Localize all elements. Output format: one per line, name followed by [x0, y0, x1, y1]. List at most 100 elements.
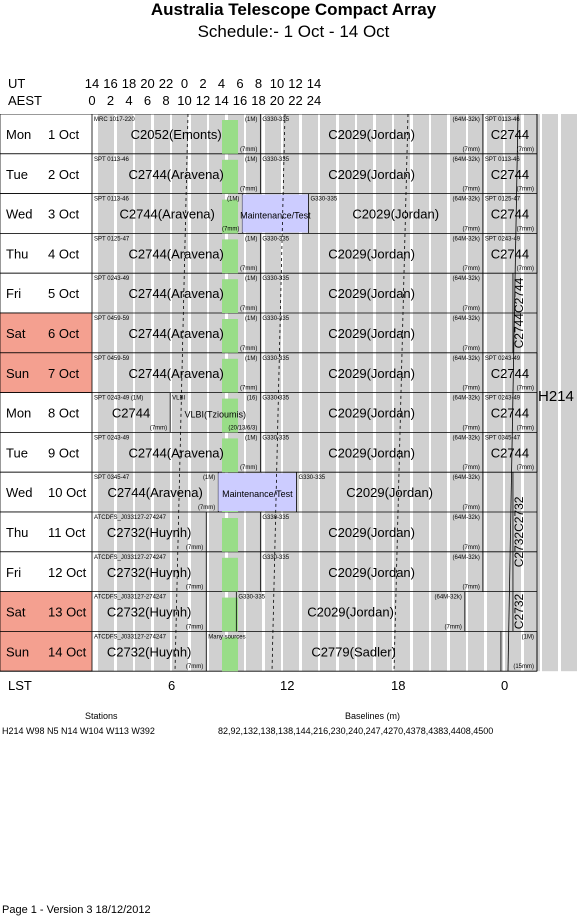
project-label: C2029(Jordan) — [328, 326, 415, 341]
ut-tick: 14 — [84, 76, 100, 91]
config-tag: (64M-32k) — [453, 396, 480, 402]
ut-tick: 12 — [288, 76, 303, 91]
green-block — [222, 398, 238, 433]
day-date: 9 Oct — [48, 445, 79, 460]
aest-tick: 10 — [177, 93, 192, 108]
page-title: Australia Telescope Compact Array — [150, 0, 437, 19]
source-label: SPT 0113-46 — [485, 117, 520, 123]
band-tag: (7mm) — [463, 545, 480, 551]
page-subtitle: Schedule:- 1 Oct - 14 Oct — [197, 22, 390, 41]
source-label: MRC 1017-220 — [94, 117, 135, 123]
aest-tick: 20 — [269, 93, 285, 108]
band-tag: (15mm) — [513, 664, 534, 670]
band-tag: (7mm) — [240, 306, 257, 312]
day-name: Sun — [6, 366, 29, 381]
project-label: C2744(Aravena) — [119, 207, 214, 222]
project-label: C2744(Aravena) — [128, 366, 223, 381]
config-tag: (1M) — [245, 236, 257, 242]
band-tag: (7mm) — [463, 266, 480, 272]
band-tag: (7mm) — [463, 346, 480, 352]
green-block — [222, 557, 238, 592]
band-tag: (7mm) — [463, 147, 480, 153]
source-label: G330-335 — [262, 515, 289, 521]
source-label: Many sources — [208, 634, 245, 640]
ut-label: UT — [8, 76, 26, 91]
band-tag: (7mm) — [517, 425, 534, 431]
project-label: C2732(Huynh) — [107, 605, 192, 620]
maintenance-block — [218, 473, 297, 511]
lst-line — [174, 114, 189, 672]
aest-tick: 2 — [106, 93, 115, 108]
baselines-value: 82,92,132,138,138,144,216,230,240,247,42… — [218, 726, 494, 736]
config-tag: (1M) — [245, 157, 257, 163]
config-tag: (64M-32k) — [453, 197, 480, 203]
config-tag: (1M) — [227, 197, 239, 203]
day-cell — [0, 431, 93, 473]
source-label: ATCDFS_J033127-274247 — [94, 595, 167, 601]
green-block — [222, 239, 238, 274]
source-label: SPT 0459-59 — [94, 356, 130, 362]
source-label: SPT 0243-49 — [94, 435, 130, 441]
source-label: G330-335 — [262, 276, 289, 282]
project-label: C2732(Huynh) — [107, 644, 192, 659]
project-label: C2744 — [491, 167, 529, 182]
ut-tick: 18 — [121, 76, 137, 91]
project-label: C2029(Jordan) — [346, 485, 433, 500]
day-name: Sun — [6, 644, 29, 659]
source-label: SPT 0113-46 — [485, 157, 520, 163]
schedule-grid: Mon 1 Oct Tue 2 Oct Wed 3 Oct Thu 4 Oct Fri 5 Oct… — [0, 114, 577, 672]
project-label: C2029(Jordan) — [328, 525, 415, 540]
green-block — [222, 319, 238, 353]
project-label: C2029(Jordan) — [328, 445, 415, 460]
source-label: SPT 0243-49 — [94, 276, 130, 282]
band-tag: (7mm) — [463, 226, 480, 232]
ut-tick: 8 — [254, 76, 263, 91]
aest-tick: 12 — [195, 93, 211, 108]
config-tag: (64M-32k) — [453, 157, 480, 163]
project-label: C2744 — [491, 127, 529, 142]
project-label: C2744(Aravena) — [128, 326, 223, 341]
day-date: 12 Oct — [48, 565, 87, 580]
day-name: Tue — [6, 167, 28, 182]
band-tag: (7mm) — [463, 585, 480, 591]
day-name: Fri — [6, 565, 21, 580]
day-name: Thu — [6, 525, 28, 540]
config-tag: (16) — [247, 396, 258, 402]
time-stripe — [542, 114, 558, 672]
config-tag: (64M-32k) — [453, 316, 480, 322]
stations-label: Stations — [85, 711, 118, 721]
config-tag: (64M-32k) — [453, 555, 480, 561]
band-tag: (7mm) — [444, 624, 461, 630]
source-label: SPT 0113-46 — [94, 197, 129, 203]
day-cell — [0, 591, 93, 632]
day-name: Wed — [6, 485, 33, 500]
project-label: C2744(Aravena) — [128, 167, 223, 182]
band-tag: (7mm) — [186, 664, 203, 670]
band-tag: (7mm) — [240, 147, 257, 153]
ut-tick: 14 — [306, 76, 322, 91]
day-date: 6 Oct — [48, 326, 79, 341]
day-name: Tue — [6, 445, 28, 460]
config-tag: (64M-32k) — [453, 356, 480, 362]
band-tag: (7mm) — [463, 465, 480, 471]
project-label: C2744(Aravena) — [128, 246, 223, 261]
source-label: SPT 0345-47 — [485, 435, 521, 441]
lst-line — [393, 114, 409, 672]
source-label: G330-335 — [262, 316, 289, 322]
config-tag: (1M) — [245, 356, 257, 362]
project-label: C2744(Aravena) — [107, 485, 202, 500]
green-block — [222, 199, 238, 234]
config-label: H214 — [538, 388, 574, 405]
project-label: C2029(Jordan) — [328, 246, 415, 261]
source-label: G330-335 — [262, 117, 289, 123]
aest-tick: 14 — [214, 93, 229, 108]
day-date: 2 Oct — [48, 167, 79, 182]
source-label: G330-335 — [262, 396, 289, 402]
project-label: C2744 — [112, 406, 150, 421]
day-date: 3 Oct — [48, 207, 79, 222]
config-tag: (64M-32k) — [453, 236, 480, 242]
page-footer: Page 1 - Version 3 18/12/2012 — [2, 904, 151, 916]
source-label: ATCDFS_J033127-274247 — [94, 555, 167, 561]
day-date: 8 Oct — [48, 406, 79, 421]
source-label: G330-335 — [262, 356, 289, 362]
